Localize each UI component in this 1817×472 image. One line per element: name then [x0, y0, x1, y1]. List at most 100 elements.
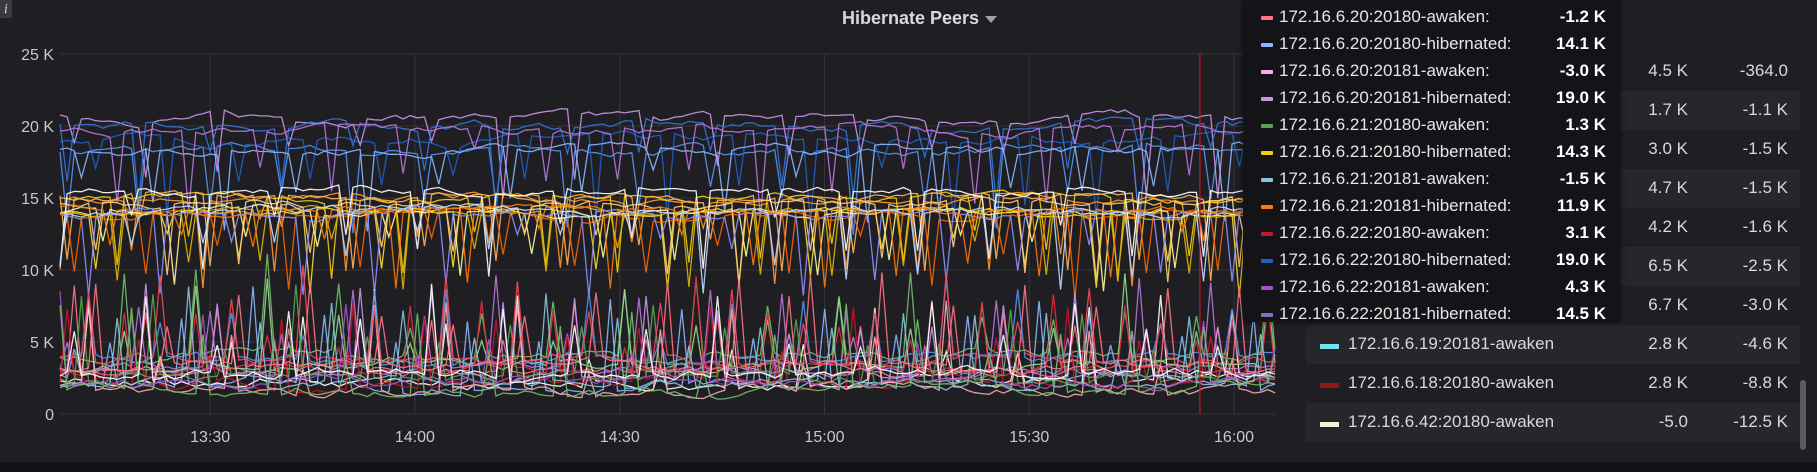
legend-swatch	[1320, 344, 1339, 349]
tooltip-row: 172.16.6.22:20180-awaken: 3.1 K	[1243, 220, 1620, 247]
legend-series-name: 172.16.6.19:20181-awaken	[1348, 334, 1555, 353]
panel-title: Hibernate Peers	[842, 8, 980, 28]
tooltip-series-value: -3.0 K	[1559, 61, 1606, 80]
tooltip-series-name: 172.16.6.22:20180-awaken:	[1279, 223, 1490, 242]
x-tick-label: 13:30	[190, 429, 230, 446]
legend-swatch	[1320, 383, 1339, 388]
y-tick-label: 0	[45, 407, 54, 424]
series-line	[59, 203, 1276, 289]
legend-row[interactable]: 6.7 K -3.0 K	[1306, 286, 1800, 325]
y-tick-label: 10 K	[21, 263, 54, 280]
tooltip-swatch	[1261, 124, 1273, 128]
legend-value-min: -1.6 K	[1742, 217, 1788, 236]
legend-row[interactable]: 172.16.6.18:20180-awaken 2.8 K -8.8 K	[1306, 364, 1800, 403]
legend-value-max: 1.7 K	[1648, 100, 1688, 119]
tooltip-series-value: -1.2 K	[1559, 7, 1606, 26]
legend-value-min: -1.1 K	[1742, 100, 1788, 119]
legend-value-max: 3.0 K	[1648, 139, 1688, 158]
tooltip-series-value: 14.1 K	[1555, 34, 1606, 53]
tooltip-series-value: 14.5 K	[1555, 304, 1606, 323]
tooltip-series-name: 172.16.6.20:20181-hibernated:	[1279, 88, 1512, 107]
series-line	[59, 285, 1276, 384]
tooltip-series-name: 172.16.6.21:20181-hibernated:	[1279, 196, 1512, 215]
tooltip-series-name: 172.16.6.22:20181-hibernated:	[1279, 304, 1512, 323]
legend-value-max: 4.7 K	[1648, 178, 1688, 197]
legend-value-min: -2.5 K	[1742, 256, 1788, 275]
legend-value-max: 6.5 K	[1648, 256, 1688, 275]
legend-value-max: 2.8 K	[1648, 373, 1688, 392]
tooltip-row: 172.16.6.20:20181-awaken: -3.0 K	[1243, 58, 1620, 85]
legend-row[interactable]: 4.2 K -1.6 K	[1306, 208, 1800, 247]
tooltip-series-value: 19.0 K	[1555, 88, 1606, 107]
tooltip-row: 172.16.6.21:20181-awaken: -1.5 K	[1243, 166, 1620, 193]
series-line	[59, 203, 1276, 294]
line-chart[interactable]: 0 5 K 10 K 15 K 20 K 25 K 13:30 14:00 14:30 15:0…	[0, 0, 1306, 462]
series-line	[59, 276, 1276, 381]
tooltip-swatch	[1261, 232, 1273, 236]
x-tick-label: 15:30	[1009, 429, 1049, 446]
series-line	[59, 120, 1276, 218]
x-tick-label: 14:30	[600, 429, 640, 446]
series-line	[59, 195, 1276, 284]
legend-series-name: 172.16.6.42:20180-awaken	[1348, 412, 1555, 431]
tooltip-series-value: 14.3 K	[1555, 142, 1606, 161]
panel-title-menu[interactable]: Hibernate Peers	[842, 8, 998, 29]
tooltip-swatch	[1261, 43, 1273, 47]
tooltip-series-value: -1.5 K	[1559, 169, 1606, 188]
y-tick-label: 25 K	[21, 47, 54, 64]
legend-value-max: -5.0	[1658, 412, 1688, 431]
x-tick-label: 16:00	[1214, 429, 1254, 446]
tooltip-row: 172.16.6.22:20181-awaken: 4.3 K	[1243, 274, 1620, 301]
graph-panel: i Hibernate Peers 0 5 K 10 K 15 K 20 K 25 K 1…	[0, 0, 1817, 462]
legend-scrollbar[interactable]	[1800, 380, 1806, 450]
tooltip-series-name: 172.16.6.21:20180-hibernated:	[1279, 142, 1512, 161]
tooltip-swatch	[1261, 16, 1273, 20]
legend-row[interactable]: 172.16.6.42:20180-awaken -5.0 -12.5 K	[1306, 403, 1800, 442]
info-icon[interactable]: i	[0, 0, 12, 18]
series-line	[59, 205, 1276, 298]
legend-value-min: -8.8 K	[1742, 373, 1788, 392]
legend-swatch	[1320, 422, 1339, 427]
legend-value-min: -1.5 K	[1742, 139, 1788, 158]
tooltip-row: 172.16.6.22:20181-hibernated: 14.5 K	[1243, 301, 1620, 328]
tooltip-swatch	[1261, 70, 1273, 74]
tooltip-series-value: 1.3 K	[1565, 115, 1606, 134]
legend-row[interactable]: 4.5 K -364.0	[1306, 52, 1800, 91]
series-line	[59, 191, 1276, 289]
y-tick-label: 5 K	[30, 335, 54, 352]
tooltip-swatch	[1261, 178, 1273, 182]
legend-value-max: 4.5 K	[1648, 61, 1688, 80]
tooltip-swatch	[1261, 286, 1273, 290]
tooltip-row: 172.16.6.21:20180-hibernated: 14.3 K	[1243, 139, 1620, 166]
tooltip-row: 172.16.6.21:20181-hibernated: 11.9 K	[1243, 193, 1620, 220]
tooltip-swatch	[1261, 151, 1273, 155]
tooltip-row: 172.16.6.21:20180-awaken: 1.3 K	[1243, 112, 1620, 139]
x-tick-label: 14:00	[395, 429, 435, 446]
series-line	[59, 264, 1276, 368]
series-line	[59, 141, 1276, 236]
series-line	[59, 129, 1276, 222]
chevron-down-icon	[985, 15, 998, 23]
tooltip-series-value: 3.1 K	[1565, 223, 1606, 242]
legend-value-min: -4.6 K	[1742, 334, 1788, 353]
y-axis: 0 5 K 10 K 15 K 20 K 25 K	[21, 47, 54, 424]
legend-series-name: 172.16.6.18:20180-awaken	[1348, 373, 1555, 392]
series-line	[59, 116, 1276, 215]
series-lines	[59, 108, 1276, 400]
tooltip-series-name: 172.16.6.20:20180-hibernated:	[1279, 34, 1512, 53]
tooltip-series-name: 172.16.6.20:20180-awaken:	[1279, 7, 1490, 26]
legend-row[interactable]: 3.0 K -1.5 K	[1306, 130, 1800, 169]
series-line	[59, 189, 1276, 282]
tooltip-row: 172.16.6.20:20180-hibernated: 14.1 K	[1243, 31, 1620, 58]
x-tick-label: 15:00	[804, 429, 844, 446]
y-tick-label: 20 K	[21, 119, 54, 136]
tooltip-swatch	[1261, 97, 1273, 101]
tooltip-swatch	[1261, 313, 1273, 317]
series-line	[59, 184, 1276, 277]
legend-row[interactable]: 172.16.6.19:20181-awaken 2.8 K -4.6 K	[1306, 325, 1800, 364]
tooltip-swatch	[1261, 259, 1273, 263]
legend-value-max: 4.2 K	[1648, 217, 1688, 236]
tooltip-series-name: 172.16.6.22:20181-awaken:	[1279, 277, 1490, 296]
tooltip-series-name: 172.16.6.21:20181-awaken:	[1279, 169, 1490, 188]
tooltip-series-name: 172.16.6.22:20180-hibernated:	[1279, 250, 1512, 269]
